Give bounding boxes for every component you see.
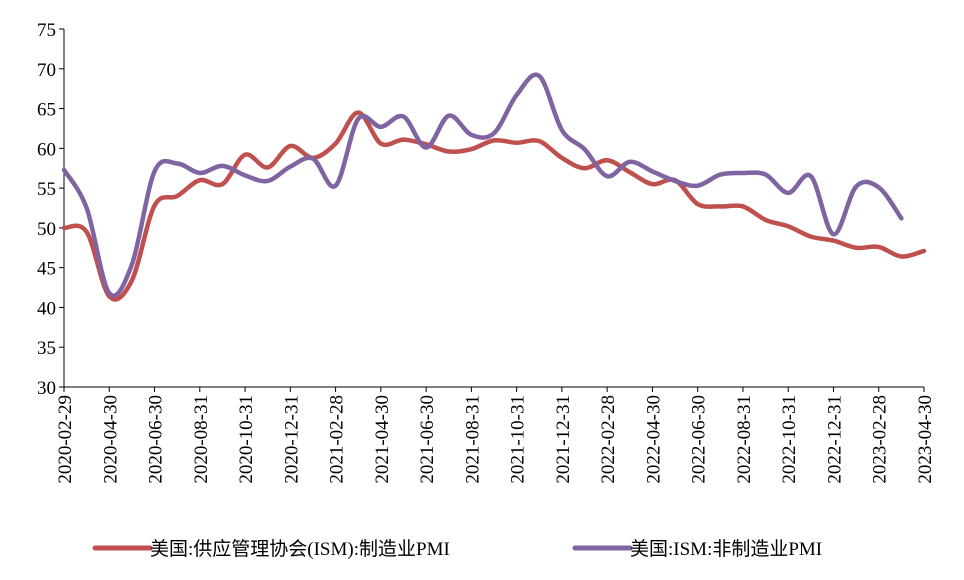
- x-tick-label: 2022-02-28: [598, 395, 619, 484]
- x-tick-label: 2022-06-30: [689, 395, 710, 484]
- y-tick-label: 75: [37, 20, 56, 41]
- x-axis: 2020-02-29 2020-04-30 2020-06-30 2020-08-31…: [55, 386, 936, 484]
- x-tick-label: 2023-02-28: [870, 395, 891, 484]
- x-tick-label: 2020-12-31: [281, 395, 302, 484]
- x-tick-label: 2020-06-30: [146, 395, 167, 484]
- y-tick-label: 50: [37, 219, 56, 240]
- y-axis: 30 35 40 45 50 55 60 65 70 75: [37, 20, 65, 399]
- x-tick-label: 2021-04-30: [372, 395, 393, 484]
- series-line-services: [61, 72, 904, 298]
- y-tick-label: 45: [37, 259, 56, 280]
- x-tick-label: 2022-04-30: [643, 395, 664, 484]
- series-line-manufacturing: [61, 110, 927, 302]
- y-tick-label: 35: [37, 338, 56, 359]
- y-tick-label: 70: [37, 60, 56, 81]
- x-tick-label: 2023-04-30: [915, 395, 936, 484]
- y-tick-label: 65: [37, 100, 56, 121]
- x-tick-label: 2020-10-31: [236, 395, 257, 484]
- x-tick-label: 2021-06-30: [417, 395, 438, 484]
- x-tick-label: 2020-08-31: [191, 395, 212, 484]
- x-tick-label: 2021-12-31: [553, 395, 574, 484]
- legend-label-services: 美国:ISM:非制造业PMI: [630, 538, 822, 560]
- y-tick-label: 60: [37, 139, 56, 160]
- legend-label-manufacturing: 美国:供应管理协会(ISM):制造业PMI: [150, 538, 450, 560]
- x-tick-label: 2020-04-30: [100, 395, 121, 484]
- x-tick-label: 2021-10-31: [508, 395, 529, 484]
- x-tick-label: 2020-02-29: [55, 395, 76, 484]
- x-tick-label: 2022-10-31: [779, 395, 800, 484]
- y-tick-label: 55: [37, 179, 56, 200]
- x-tick-label: 2021-08-31: [462, 395, 483, 484]
- y-tick-label: 30: [37, 378, 56, 399]
- legend: 美国:供应管理协会(ISM):制造业PMI 美国:ISM:非制造业PMI: [92, 538, 822, 560]
- plot-lines: [61, 72, 927, 302]
- x-tick-label: 2022-08-31: [734, 395, 755, 484]
- x-tick-label: 2022-12-31: [824, 395, 845, 484]
- x-tick-label: 2021-02-28: [327, 395, 348, 484]
- y-tick-label: 40: [37, 298, 56, 319]
